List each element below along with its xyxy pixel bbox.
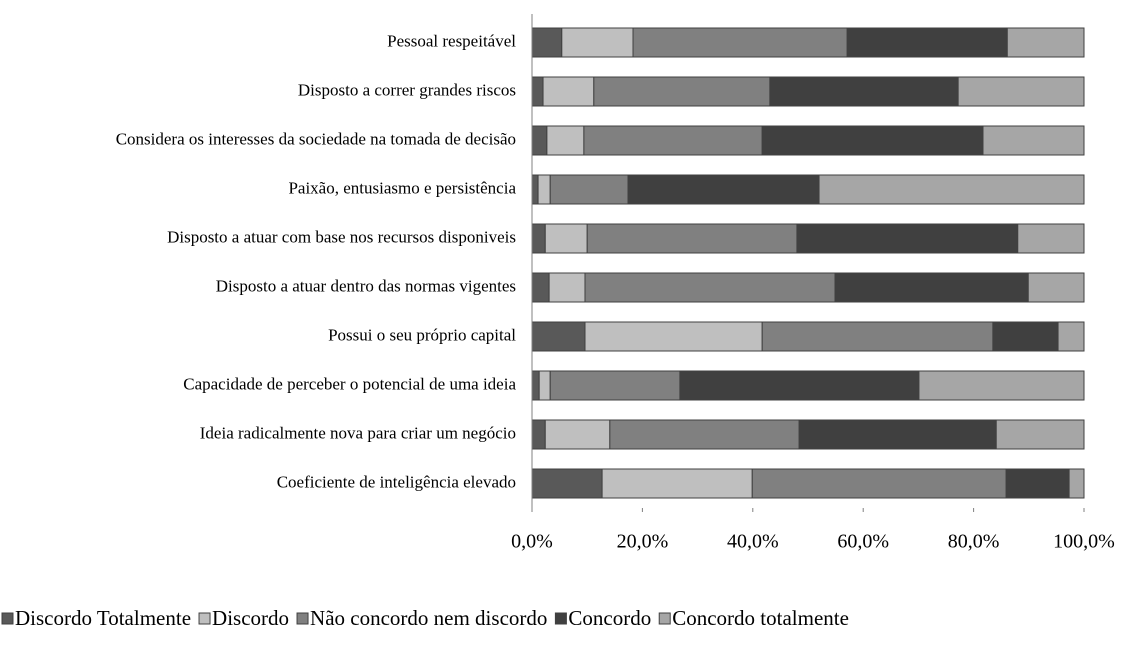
bar-segment bbox=[531, 370, 540, 401]
bar-segment bbox=[583, 125, 763, 156]
bar-segment bbox=[627, 174, 820, 205]
x-tick-label: 60,0% bbox=[837, 531, 889, 553]
bar-segment bbox=[531, 76, 544, 107]
bar-segment bbox=[918, 370, 1085, 401]
bar-segment bbox=[834, 272, 1029, 303]
legend-swatch bbox=[296, 612, 309, 625]
bar-segment bbox=[1005, 468, 1070, 499]
category-label: Disposto a atuar com base nos recursos d… bbox=[167, 227, 516, 246]
bar-segment bbox=[586, 223, 798, 254]
bar-segment bbox=[632, 27, 848, 58]
legend-label: Concordo bbox=[568, 606, 651, 630]
bar-segment bbox=[601, 468, 753, 499]
bar-segment bbox=[531, 174, 539, 205]
bar-segment bbox=[846, 27, 1008, 58]
legend-label: Discordo bbox=[212, 606, 289, 630]
bar-segment bbox=[995, 419, 1085, 450]
category-label: Ideia radicalmente nova para criar um ne… bbox=[200, 423, 516, 442]
bar-segment bbox=[544, 223, 588, 254]
bar-segment bbox=[1027, 272, 1085, 303]
bar-segment bbox=[761, 125, 984, 156]
legend-swatch bbox=[658, 612, 671, 625]
category-label: Possui o seu próprio capital bbox=[328, 325, 516, 344]
bar-segment bbox=[1006, 27, 1085, 58]
bar-segment bbox=[584, 321, 763, 352]
bar-segment bbox=[531, 27, 563, 58]
bar-segment bbox=[1068, 468, 1085, 499]
bar-segment bbox=[798, 419, 997, 450]
category-label: Disposto a atuar dentro das normas vigen… bbox=[216, 276, 516, 295]
category-label: Pessoal respeitável bbox=[387, 31, 516, 50]
category-label: Capacidade de perceber o potencial de um… bbox=[183, 374, 516, 393]
bar-segment bbox=[546, 125, 585, 156]
category-label: Coeficiente de inteligência elevado bbox=[277, 472, 516, 491]
legend-swatch bbox=[1, 612, 14, 625]
bar-segment bbox=[548, 272, 586, 303]
bar-segment bbox=[609, 419, 800, 450]
bar-segment bbox=[549, 174, 629, 205]
bar-segment bbox=[751, 468, 1007, 499]
bar-segment bbox=[537, 174, 551, 205]
bar-segment bbox=[531, 125, 548, 156]
legend-swatch bbox=[554, 612, 567, 625]
bar-segment bbox=[992, 321, 1059, 352]
bar-segment bbox=[531, 468, 603, 499]
x-tick-label: 40,0% bbox=[727, 531, 779, 553]
bar-segment bbox=[593, 76, 771, 107]
x-tick-label: 100,0% bbox=[1053, 531, 1115, 553]
bar-segment bbox=[796, 223, 1019, 254]
x-tick-label: 20,0% bbox=[617, 531, 669, 553]
bar-segment bbox=[982, 125, 1085, 156]
bar-segment bbox=[818, 174, 1085, 205]
x-tick-label: 80,0% bbox=[948, 531, 1000, 553]
bar-segment bbox=[531, 223, 546, 254]
bar-segment bbox=[1057, 321, 1085, 352]
legend-label: Não concordo nem discordo bbox=[310, 606, 547, 630]
bar-segment bbox=[561, 27, 634, 58]
x-tick-label: 0,0% bbox=[511, 531, 553, 553]
bar-segment bbox=[549, 370, 681, 401]
bar-segment bbox=[1017, 223, 1085, 254]
category-label: Considera os interesses da sociedade na … bbox=[116, 129, 516, 148]
bar-segment bbox=[531, 321, 586, 352]
legend-label: Discordo Totalmente bbox=[15, 606, 191, 630]
bar-segment bbox=[584, 272, 836, 303]
legend-swatch bbox=[198, 612, 211, 625]
bar-segment bbox=[531, 419, 546, 450]
bar-segment bbox=[544, 419, 611, 450]
category-label: Paixão, entusiasmo e persistência bbox=[288, 178, 516, 197]
bar-segment bbox=[957, 76, 1085, 107]
bar-segment bbox=[761, 321, 994, 352]
bar-segment bbox=[531, 272, 550, 303]
bar-segment bbox=[769, 76, 959, 107]
bar-segment bbox=[542, 76, 595, 107]
category-label: Disposto a correr grandes riscos bbox=[298, 80, 516, 99]
legend-label: Concordo totalmente bbox=[672, 606, 849, 630]
bar-segment bbox=[679, 370, 920, 401]
bar-segment bbox=[538, 370, 551, 401]
